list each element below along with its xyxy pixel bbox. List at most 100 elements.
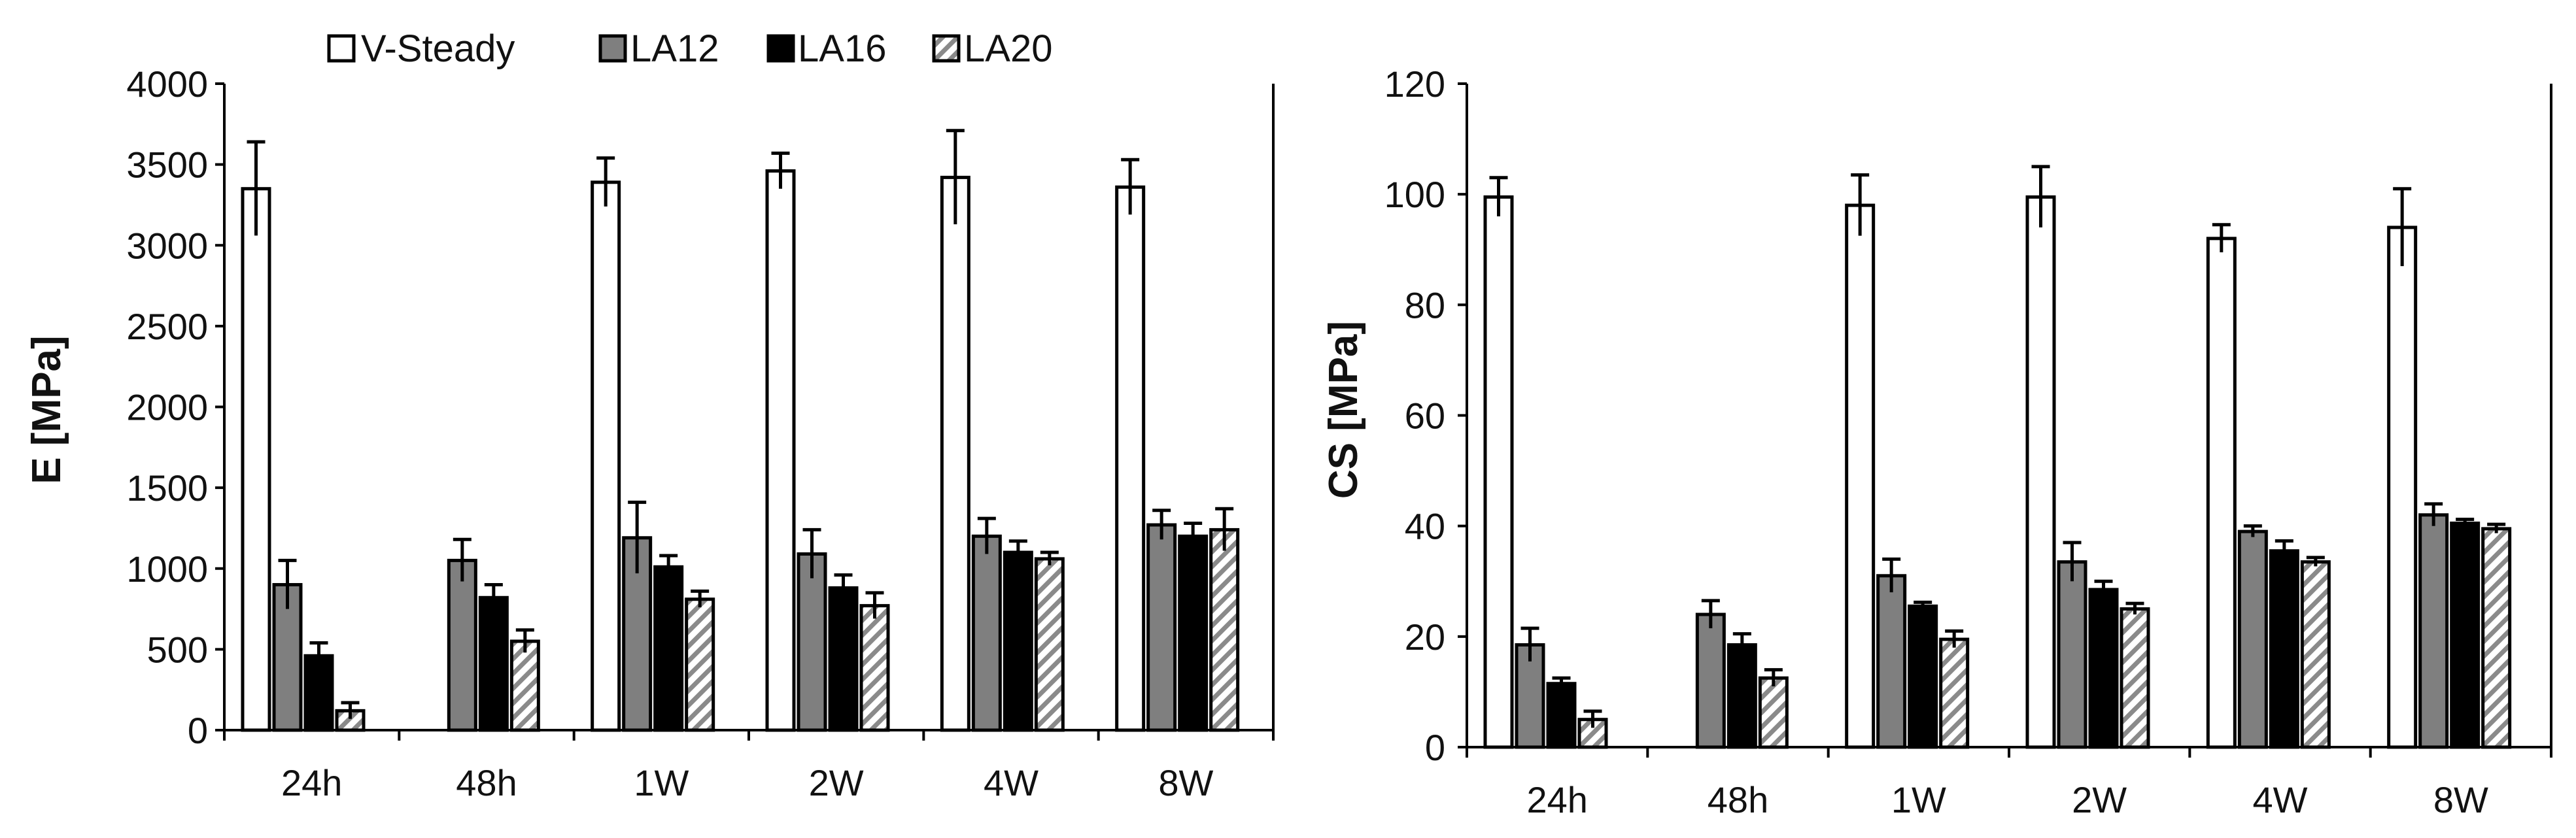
y-tick-label-e-1500: 1500 [126,467,208,509]
error-bar-cs-la12-4w [2243,524,2262,537]
error-bar-cs-la12-24h [1520,626,1539,662]
error-bar-e-la20-2w [865,591,884,619]
legend-item-la12: LA12 [598,27,719,70]
y-tick-label-e-0: 0 [188,710,208,751]
error-bar-cs-la12-1w [1882,557,1901,593]
legend-swatch-la16 [766,34,795,63]
bar-cs-la20-1w [1939,637,1970,749]
bar-e-la12-8w [1146,523,1177,732]
bar-cs-v-steady-2w [2025,195,2056,749]
bar-cs-la16-24h [1546,682,1577,749]
legend: V-Steady LA12 LA16 LA20 [327,27,1052,70]
error-bar-e-la20-8w [1215,507,1234,551]
chart-compressive-strength: CS [MPa] 0 20 40 60 80 100 120 24h 48h 1W 2W 4W 8W [1321,63,2552,820]
legend-item-la20: LA20 [932,27,1052,70]
error-bar-e-la12-48h [453,537,472,582]
bar-cs-la20-2w [2120,607,2150,749]
y-tick-label-cs-120: 120 [1384,63,1445,105]
y-tick-label-e-4000: 4000 [126,63,208,105]
bar-e-la16-1w [653,565,684,732]
bar-cs-la12-2w [2057,560,2087,749]
x-tick-label-cs-24h: 24h [1526,779,1587,820]
error-bar-cs-la12-2w [2063,541,2082,582]
error-bar-cs-la20-1w [1945,629,1964,648]
error-bar-e-la16-24h [309,641,328,669]
error-bar-e-la20-1w [691,589,710,608]
error-bar-e-la12-8w [1152,509,1171,540]
x-tick-label-e-48h: 48h [456,762,517,803]
error-bar-e-v-steady-24h [247,140,266,236]
error-bar-e-la16-4w [1008,539,1027,564]
error-bar-cs-la16-24h [1552,676,1571,690]
y-tick-label-cs-100: 100 [1384,174,1445,215]
bars-e [241,169,1240,732]
y-tick-label-e-500: 500 [147,629,208,670]
x-tick-label-cs-2w: 2W [2072,779,2127,820]
y-tick-label-cs-20: 20 [1405,616,1445,658]
error-bar-e-la16-1w [659,554,678,578]
x-tick-label-cs-1w: 1W [1891,779,1946,820]
error-bar-e-v-steady-4w [946,129,965,225]
y-tick-labels-e: 0 500 1000 1500 2000 2500 3000 3500 4000 [126,63,208,751]
error-bar-cs-la12-8w [2424,502,2443,526]
axes-e [215,82,1275,741]
error-bar-e-la20-48h [515,628,534,653]
x-tick-label-cs-48h: 48h [1708,779,1768,820]
y-tick-label-cs-80: 80 [1405,284,1445,326]
y-tick-label-e-1000: 1000 [126,548,208,590]
error-bars-e [247,129,1234,719]
bar-cs-v-steady-8w [2387,226,2418,749]
legend-swatch-la20 [932,34,961,63]
bar-e-la20-8w [1209,528,1240,732]
bar-e-la20-2w [859,604,890,732]
error-bar-cs-la20-4w [2306,556,2325,567]
bar-e-la12-4w [971,534,1002,732]
legend-label-la20: LA20 [964,27,1052,70]
chart-young-modulus: E [MPa] 0 500 1000 1500 2000 2500 3000 3500 4000… [24,63,1275,803]
error-bar-e-la12-4w [977,516,996,554]
y-axis-title-e: E [MPa] [24,335,69,484]
x-tick-label-e-8w: 8W [1158,762,1213,803]
error-bar-cs-v-steady-4w [2212,223,2231,252]
y-tick-label-e-3000: 3000 [126,225,208,266]
x-tick-labels-e: 24h 48h 1W 2W 4W 8W [281,762,1214,803]
bar-cs-la12-1w [1876,574,1907,749]
error-bar-cs-la16-8w [2456,518,2475,528]
error-bar-e-v-steady-8w [1121,158,1140,215]
y-tick-label-e-2500: 2500 [126,306,208,347]
bar-e-la16-48h [478,595,509,732]
legend-label-la16: LA16 [798,27,886,70]
bar-e-la20-48h [509,639,540,732]
bar-cs-la20-8w [2481,527,2512,749]
bar-cs-la16-8w [2450,521,2481,749]
y-tick-label-e-2000: 2000 [126,387,208,428]
error-bar-cs-la16-1w [1914,600,1932,611]
y-tick-label-cs-40: 40 [1405,506,1445,547]
bar-cs-la12-8w [2418,513,2449,749]
bar-e-la16-4w [1003,550,1033,732]
bar-e-la12-2w [797,552,827,732]
x-tick-label-cs-8w: 8W [2433,779,2488,820]
bar-cs-la16-48h [1726,643,1757,749]
legend-label-v-steady: V-Steady [361,27,515,70]
y-axis-title-cs: CS [MPa] [1321,321,1366,499]
legend-swatch-v-steady [327,34,356,63]
bar-e-v-steady-4w [940,175,970,732]
legend-item-la16: LA16 [766,27,886,70]
error-bar-e-la12-1w [628,500,647,574]
bar-cs-la16-4w [2269,549,2299,749]
y-tick-label-e-3500: 3500 [126,144,208,186]
bar-e-la16-2w [828,586,859,732]
x-tick-labels-cs: 24h 48h 1W 2W 4W 8W [1526,779,2488,820]
bar-e-v-steady-1w [591,180,621,732]
y-tick-label-cs-0: 0 [1425,727,1445,768]
axes-cs [1458,82,2552,758]
bar-e-la20-4w [1034,557,1065,732]
y-tick-label-cs-60: 60 [1405,395,1445,437]
error-bar-cs-la20-8w [2487,522,2506,533]
legend-swatch-la12 [598,34,627,63]
x-tick-label-e-4w: 4W [984,762,1039,803]
bar-cs-la20-4w [2300,560,2331,749]
error-bar-e-la16-8w [1184,522,1203,550]
error-bar-cs-la20-2w [2125,601,2144,614]
